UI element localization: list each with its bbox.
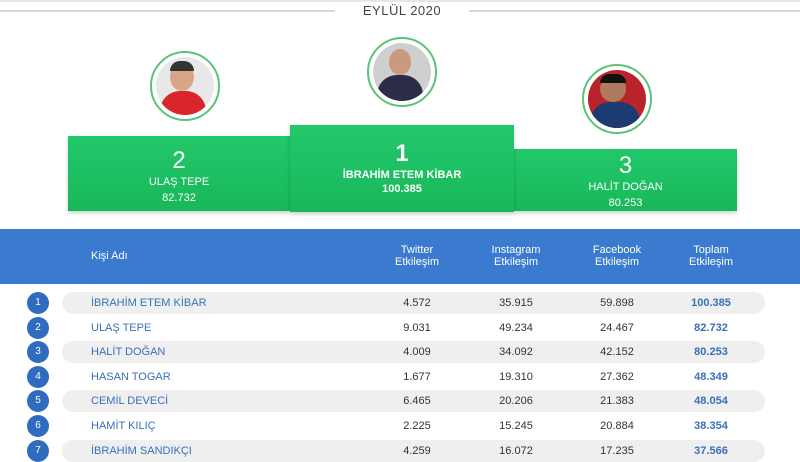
facebook-value: 27.362 [600,370,634,383]
avatar-second[interactable] [150,51,220,121]
top-border [0,0,800,2]
table-row[interactable]: 3 HALİT DOĞAN 4.009 34.092 42.152 80.253 [0,341,800,364]
divider [469,10,800,12]
podium-second: 2 ULAŞ TEPE 82.732 [68,136,290,211]
table-row[interactable]: 2 ULAŞ TEPE 9.031 49.234 24.467 82.732 [0,316,800,339]
divider [0,10,335,12]
table-row[interactable]: 1 İBRAHİM ETEM KİBAR 4.572 35.915 59.898… [0,292,800,314]
podium-rank: 3 [618,152,633,179]
header-name: Kişi Adı [91,250,128,262]
row-background [62,390,765,413]
rank-badge: 5 [27,390,49,413]
rank-badge: 7 [27,439,49,462]
podium-name: ULAŞ TEPE [148,176,210,188]
header-total: Toplam Etkileşim [688,244,733,268]
podium-rank: 1 [395,140,409,167]
instagram-value: 19.310 [499,370,533,383]
podium-name: İBRAHİM ETEM KİBAR [342,169,462,181]
facebook-value: 21.383 [600,395,634,408]
twitter-value: 2.225 [403,420,431,432]
instagram-value: 15.245 [499,420,533,432]
row-background [62,439,765,462]
row-background [62,292,765,314]
person-name-link[interactable]: HAMİT KILIÇ [91,420,156,432]
table-header: Kişi Adı Twitter Etkileşim Instagram Etk… [0,229,800,284]
page-title: EYLÜL 2020 [362,3,442,18]
person-name-link[interactable]: ULAŞ TEPE [91,321,152,334]
instagram-value: 16.072 [499,444,533,457]
instagram-value: 20.206 [499,395,533,408]
twitter-value: 4.572 [403,297,431,309]
podium-first: 1 İBRAHİM ETEM KİBAR 100.385 [290,125,514,212]
total-value: 82.732 [694,321,728,334]
instagram-value: 35.915 [499,297,533,309]
facebook-value: 42.152 [600,346,634,359]
person-name-link[interactable]: İBRAHİM ETEM KİBAR [91,297,207,309]
total-value: 37.566 [694,444,728,457]
person-name-link[interactable]: HALİT DOĞAN [91,346,166,359]
podium-rank: 2 [172,147,186,174]
rank-badge: 3 [27,341,49,364]
instagram-value: 34.092 [499,346,533,359]
facebook-value: 20.884 [600,420,634,432]
podium-name: HALİT DOĞAN [588,181,663,193]
table-row[interactable]: 7 İBRAHİM SANDIKÇI 4.259 16.072 17.235 3… [0,439,800,462]
instagram-value: 49.234 [499,321,533,334]
rank-badge: 1 [27,292,49,314]
podium-third: 3 HALİT DOĞAN 80.253 [514,149,737,211]
total-value: 48.349 [694,370,728,383]
avatar-first[interactable] [367,37,437,107]
person-name-link[interactable]: HASAN TOGAR [91,370,171,383]
facebook-value: 59.898 [600,297,634,309]
table-row[interactable]: 5 CEMİL DEVECİ 6.465 20.206 21.383 48.05… [0,390,800,413]
podium-score: 100.385 [382,183,422,195]
avatar-third[interactable] [582,64,652,134]
rank-badge: 4 [27,365,49,388]
podium-score: 82.732 [162,192,196,204]
header-instagram: Instagram Etkileşim [491,244,541,268]
total-value: 48.054 [694,395,728,408]
total-value: 100.385 [691,297,731,309]
header-facebook: Facebook Etkileşim [592,244,642,268]
twitter-value: 1.677 [403,370,431,383]
facebook-value: 17.235 [600,444,634,457]
twitter-value: 6.465 [403,395,431,408]
twitter-value: 9.031 [403,321,431,334]
twitter-value: 4.009 [403,346,431,359]
row-background [62,341,765,364]
header-twitter: Twitter Etkileşim [394,244,439,268]
podium-score: 80.253 [608,197,643,209]
rank-badge: 6 [27,415,49,437]
rank-badge: 2 [27,316,49,339]
twitter-value: 4.259 [403,444,431,457]
total-value: 38.354 [694,420,728,432]
person-name-link[interactable]: CEMİL DEVECİ [91,395,169,408]
total-value: 80.253 [694,346,728,359]
table-row[interactable]: 6 HAMİT KILIÇ 2.225 15.245 20.884 38.354 [0,415,800,437]
table-row[interactable]: 4 HASAN TOGAR 1.677 19.310 27.362 48.349 [0,365,800,388]
person-name-link[interactable]: İBRAHİM SANDIKÇI [91,444,192,457]
facebook-value: 24.467 [600,321,634,334]
